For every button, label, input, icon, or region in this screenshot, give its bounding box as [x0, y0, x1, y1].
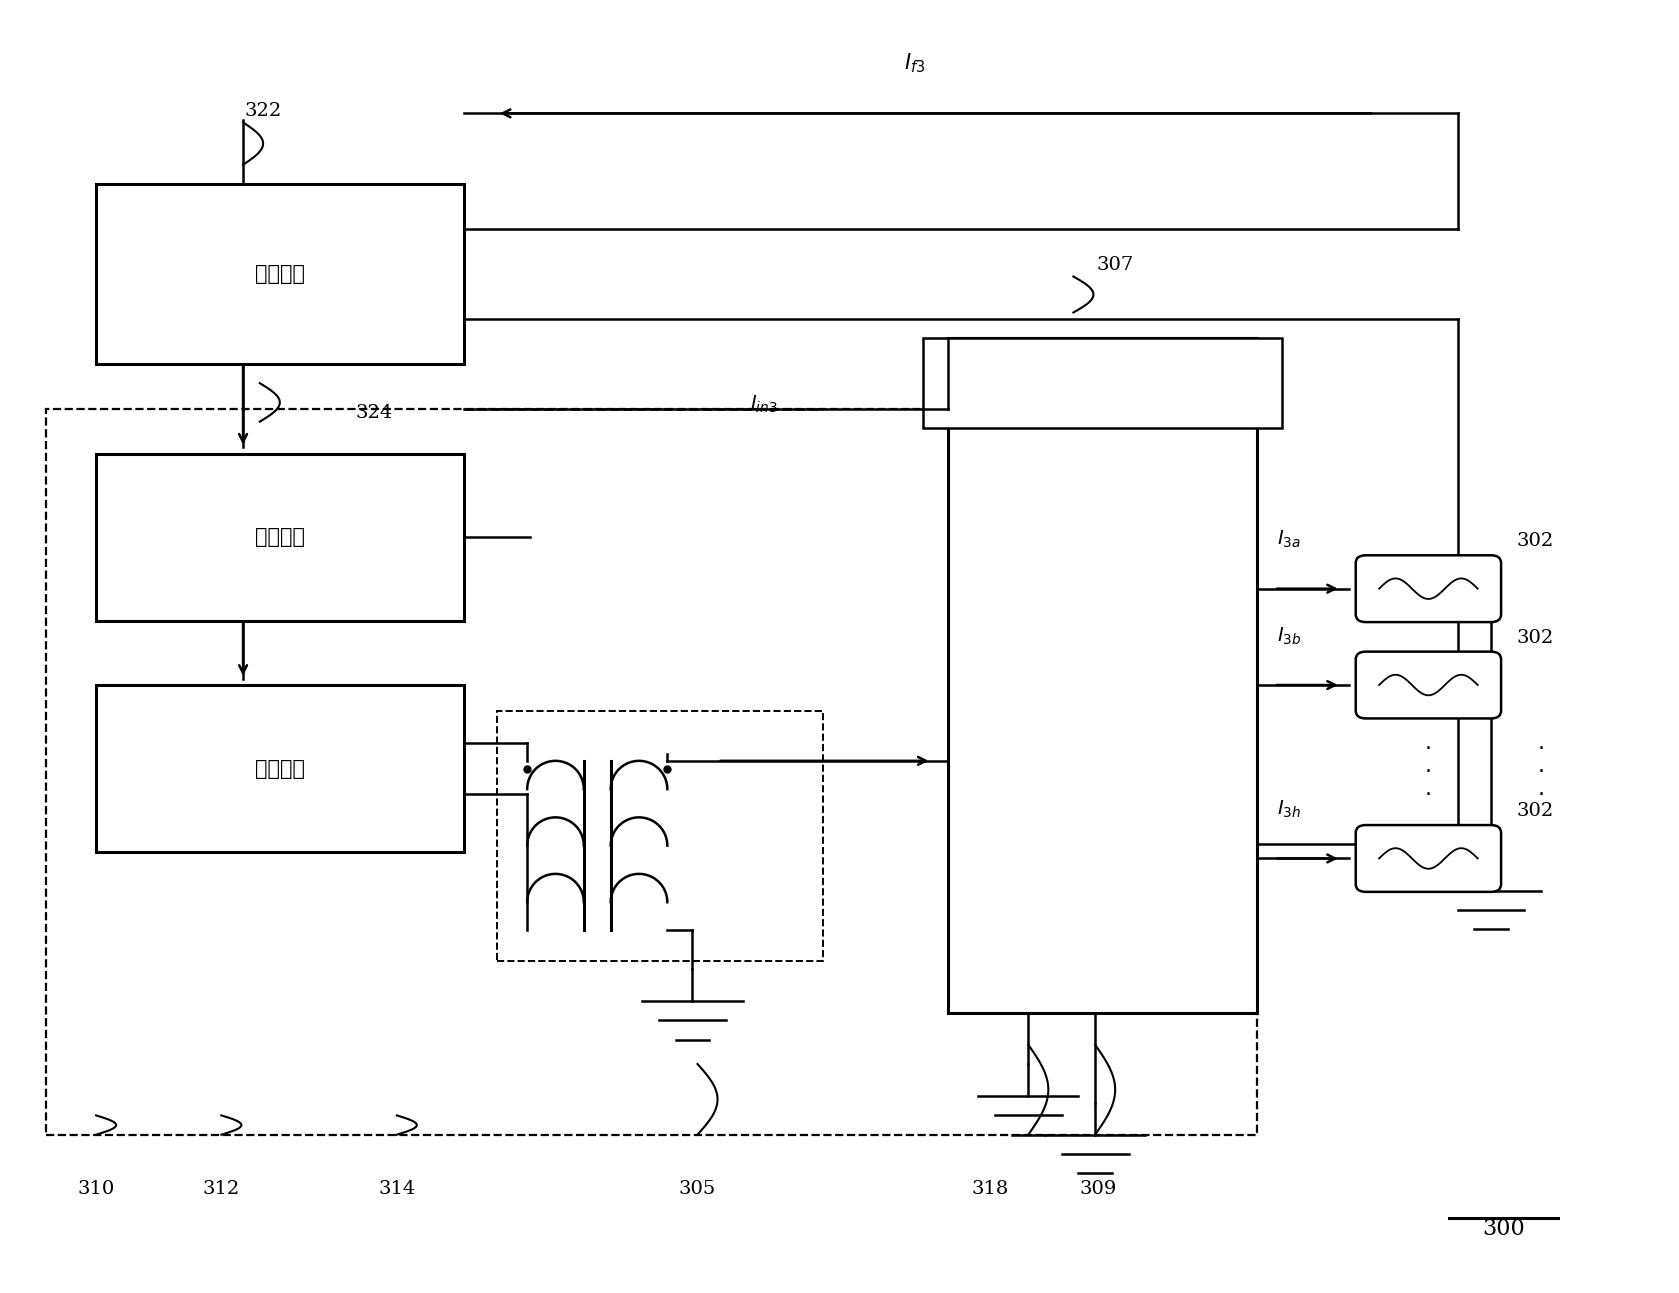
Bar — [949, 339, 1258, 1012]
Text: $I_{f3}$: $I_{f3}$ — [903, 52, 925, 75]
Text: 314: 314 — [378, 1179, 415, 1197]
Text: 控制单元: 控制单元 — [255, 528, 306, 547]
Text: 322: 322 — [245, 102, 282, 120]
FancyBboxPatch shape — [1355, 825, 1501, 892]
Bar — [497, 711, 823, 961]
Text: $I_{in3}$: $I_{in3}$ — [751, 394, 777, 415]
Text: 305: 305 — [678, 1179, 717, 1197]
Text: 302: 302 — [1516, 533, 1553, 550]
Bar — [96, 454, 463, 621]
Text: 307: 307 — [1096, 256, 1133, 274]
Text: ·
·
·: · · · — [1425, 738, 1432, 806]
Text: 电源电路: 电源电路 — [255, 759, 306, 778]
Text: $I_{3h}$: $I_{3h}$ — [1278, 799, 1301, 820]
Text: 309: 309 — [1080, 1179, 1117, 1197]
Text: $I_{3b}$: $I_{3b}$ — [1278, 626, 1301, 646]
Text: 300: 300 — [1483, 1218, 1526, 1240]
Text: 324: 324 — [354, 403, 393, 422]
FancyBboxPatch shape — [1355, 555, 1501, 622]
FancyBboxPatch shape — [1355, 652, 1501, 719]
Text: 302: 302 — [1516, 802, 1553, 820]
Text: 302: 302 — [1516, 628, 1553, 646]
Text: 反馈电路: 反馈电路 — [255, 264, 306, 284]
Text: 310: 310 — [77, 1179, 114, 1197]
Bar — [96, 184, 463, 363]
Text: 312: 312 — [203, 1179, 240, 1197]
Text: 318: 318 — [970, 1179, 1009, 1197]
Bar — [45, 409, 1258, 1135]
Text: $I_{3a}$: $I_{3a}$ — [1278, 529, 1301, 550]
Bar — [923, 339, 1283, 428]
Bar — [96, 685, 463, 852]
Text: ·
·
·: · · · — [1538, 738, 1545, 806]
